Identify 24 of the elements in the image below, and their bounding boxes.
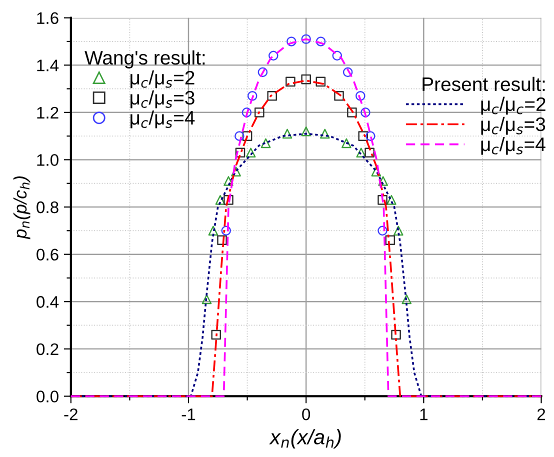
- y-tick-label: 1.0: [37, 154, 58, 166]
- x-tick-label: -1: [182, 408, 196, 420]
- y-tick-label: 1.2: [37, 106, 58, 118]
- x-tick-label: -2: [64, 408, 78, 420]
- y-axis-title: p$_{n}$(p/c$_{h}$): [13, 176, 30, 240]
- legend-label: μ$_{c}$/μ$_{s}$=3: [130, 90, 194, 108]
- y-tick-label: 1.6: [37, 12, 58, 24]
- x-axis-title: x$_{n}$(x/a$_{h}$): [269, 429, 341, 449]
- y-tick-label: 0.2: [36, 343, 58, 356]
- annotation: Present result:: [422, 76, 545, 92]
- y-tick-label: 1.4: [37, 60, 59, 72]
- x-tick-label: 0: [302, 408, 310, 420]
- legend-label: μ$_{c}$/μ$_{c}$=2: [481, 96, 546, 115]
- legend-label: μ$_{c}$/μ$_{s}$=4: [130, 110, 195, 128]
- legend-label: μ$_{c}$/μ$_{s}$=2: [130, 70, 194, 88]
- annotation: Wang's result:: [84, 50, 205, 68]
- y-tick-label: 0.6: [36, 248, 58, 261]
- legend-label: μ$_{c}$/μ$_{s}$=4: [481, 136, 546, 155]
- y-tick-label: 0.4: [36, 296, 59, 308]
- x-tick-label: 1: [420, 408, 428, 420]
- text: 0.0: [36, 390, 58, 402]
- x-tick-label: 2: [537, 408, 546, 420]
- y-tick-label: 0.8: [36, 201, 58, 214]
- legend-label: μ$_{c}$/μ$_{s}$=3: [481, 116, 546, 135]
